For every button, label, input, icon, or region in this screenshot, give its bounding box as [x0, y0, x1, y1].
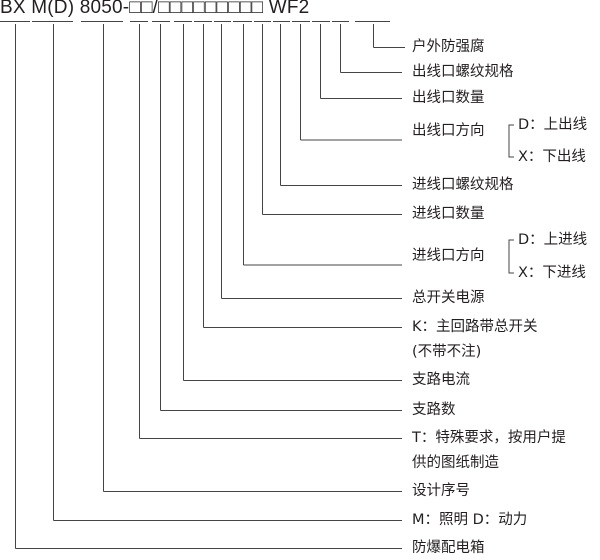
label-outlet-count: 出线口数量 [412, 90, 485, 106]
label-branch-count: 支路数 [412, 402, 456, 418]
label-inlet-direction: 进线口方向 [412, 248, 485, 264]
label-inlet-count: 进线口数量 [412, 206, 485, 222]
label-main-switch: (不带不注) [412, 344, 482, 360]
label-design-serial: 设计序号 [412, 483, 470, 499]
model-code: BX M(D) 8050-□□/□□□□□□□□□ WF2 [0, 0, 310, 18]
label-outlet-thread: 出线口螺纹规格 [412, 64, 514, 80]
label-explosion-proof-box: 防爆配电箱 [412, 540, 485, 556]
bracket [508, 239, 514, 274]
label-main-switch: K：主回路带总开关 [412, 319, 538, 335]
label-anticorrosion: 户外防强腐 [412, 39, 485, 55]
label-main-switch-power: 总开关电源 [412, 290, 485, 306]
option-inlet-direction: D：上进线 [518, 232, 588, 248]
label-special: T：特殊要求，按用户提 [412, 430, 566, 446]
label-inlet-thread: 进线口螺纹规格 [412, 177, 514, 193]
option-outlet-direction: X：下出线 [518, 149, 586, 165]
label-branch-current: 支路电流 [412, 372, 470, 388]
option-outlet-direction: D：上出线 [518, 117, 588, 133]
bracket [508, 124, 514, 158]
label-outlet-direction: 出线口方向 [412, 123, 485, 139]
option-inlet-direction: X：下进线 [518, 265, 586, 281]
label-usage: M：照明 D：动力 [412, 512, 528, 528]
label-special: 供的图纸制造 [412, 455, 499, 471]
